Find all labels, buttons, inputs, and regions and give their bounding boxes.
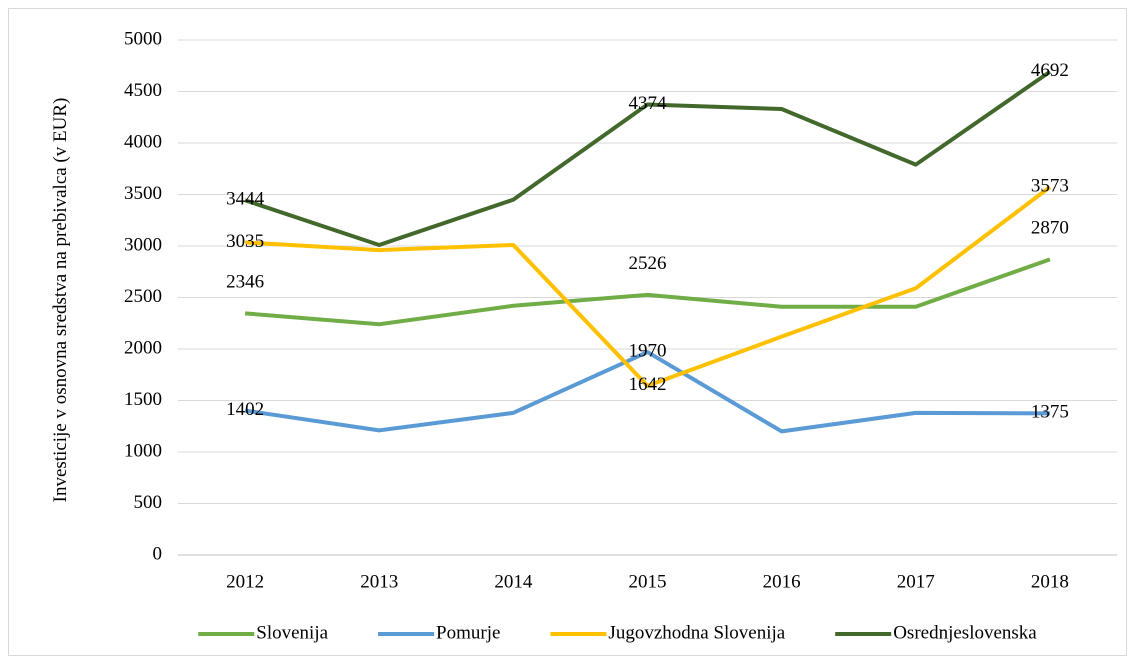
legend-label: Slovenija [256,622,328,643]
data-label: 4374 [629,93,668,114]
y-tick-label: 3000 [124,234,162,255]
chart-frame [8,8,1127,656]
data-label: 2870 [1031,218,1069,239]
data-label: 1970 [629,340,667,361]
data-label: 1375 [1031,402,1069,423]
y-tick-label: 3500 [124,183,162,204]
data-label: 2346 [226,272,264,293]
legend-label: Osrednjeslovenska [893,622,1037,643]
x-tick-label: 2015 [629,571,667,592]
legend-label: Jugovzhodna Slovenija [608,622,785,643]
x-tick-label: 2014 [494,571,533,592]
data-label: 1642 [629,374,667,395]
series-line [244,70,1052,247]
y-axis-title: Investicije v osnovna sredstva na prebiv… [50,98,71,503]
y-tick-label: 1000 [124,440,162,461]
y-tick-label: 1500 [124,389,162,410]
series-line [244,185,1052,388]
series-line [244,350,1050,434]
series-line [244,257,1051,327]
x-tick-label: 2018 [1031,571,1069,592]
data-label: 2526 [629,253,667,274]
x-tick-label: 2012 [226,571,264,592]
legend: Slovenija Pomurje Jugovzhodna Slovenija Osr… [198,622,1037,643]
x-tick-label: 2017 [897,571,935,592]
y-tick-label: 0 [153,543,163,564]
y-tick-label: 500 [134,492,163,513]
y-tick-label: 4500 [124,80,162,101]
y-tick-label: 2000 [124,337,162,358]
data-label: 3444 [226,189,265,210]
data-label: 1402 [226,399,264,420]
legend-label: Pomurje [436,622,500,643]
x-tick-label: 2016 [763,571,801,592]
y-tick-label: 2500 [124,286,162,307]
y-tick-label: 5000 [124,28,162,49]
y-tick-label: 4000 [124,131,162,152]
data-label: 4692 [1031,60,1069,81]
x-tick-label: 2013 [360,571,398,592]
data-label: 3573 [1031,175,1069,196]
data-label: 3035 [226,231,264,252]
